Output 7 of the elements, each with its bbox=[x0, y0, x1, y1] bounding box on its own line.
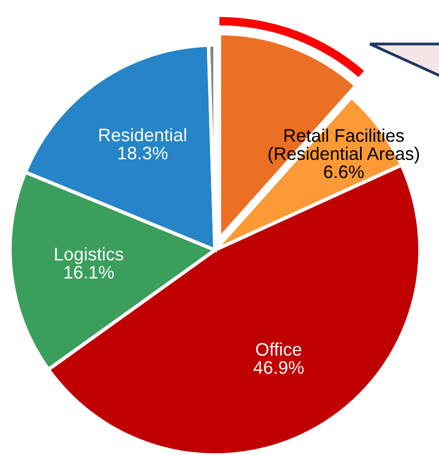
slice-label: Residential bbox=[99, 128, 186, 142]
slice-label: Logistics bbox=[55, 247, 124, 264]
data-label: 18.3% bbox=[118, 146, 168, 160]
slice-label: Office bbox=[256, 342, 302, 356]
data-label: 46.9% bbox=[253, 361, 304, 374]
data-label: 16.1% bbox=[64, 266, 114, 279]
data-label: 6.6% bbox=[324, 165, 364, 178]
